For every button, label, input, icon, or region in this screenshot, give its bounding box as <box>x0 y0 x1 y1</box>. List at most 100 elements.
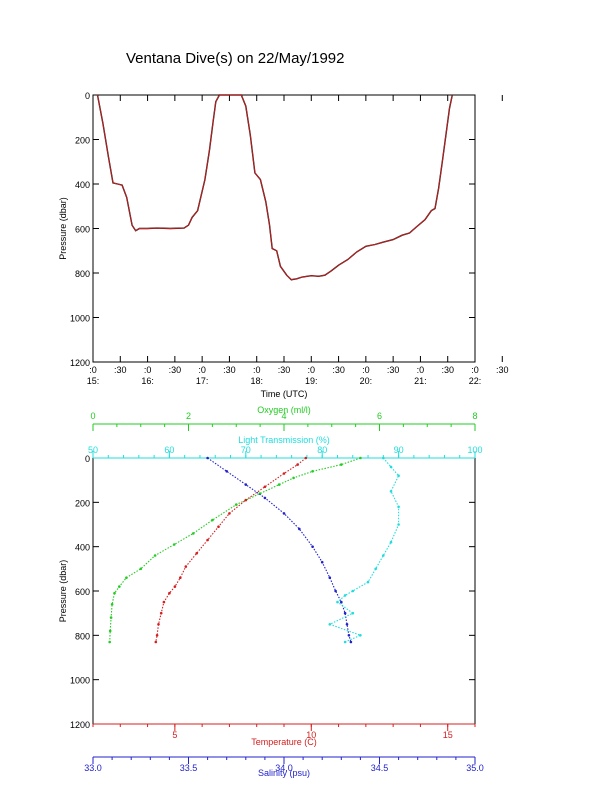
salinity-point <box>263 496 267 500</box>
salinity-axis-tick-label: 34.5 <box>371 763 389 773</box>
temperature-point <box>244 498 248 502</box>
oxygen-point <box>153 554 157 557</box>
transmission-point <box>389 490 393 493</box>
y-tick-label: 0 <box>85 454 90 464</box>
transmission-point <box>397 523 400 526</box>
oxygen-point <box>211 518 214 522</box>
salinity-point <box>334 589 337 593</box>
x-tick-label: :0 <box>89 365 97 375</box>
salinity-axis-tick-label: 34.0 <box>275 763 293 773</box>
oxygen-axis-tick-label: 4 <box>281 411 286 421</box>
x-hour-label: 15: <box>87 376 100 386</box>
y-axis-label: Pressure (dbar) <box>58 197 68 260</box>
oxygen-point <box>118 585 121 588</box>
x-hour-label: 18: <box>250 376 263 386</box>
transmission-axis-tick-label: 80 <box>317 445 327 455</box>
transmission-point <box>328 623 332 626</box>
y-tick-label: 1200 <box>70 358 90 368</box>
transmission-point <box>389 540 393 544</box>
temperature-point <box>195 552 198 555</box>
temperature-point <box>304 456 308 460</box>
dive-timeseries-chart: 020040060080010001200:0:30:0:30:0:30:0:3… <box>58 91 509 399</box>
transmission-point <box>389 465 393 469</box>
transmission-profile-line <box>328 457 400 643</box>
salinity-axis-tick-label: 33.0 <box>84 763 102 773</box>
x-tick-label: :30 <box>496 365 509 375</box>
temperature-point <box>159 611 163 615</box>
transmission-point <box>359 634 362 637</box>
temperature-axis-title: Temperature (C) <box>251 737 317 747</box>
x-hour-label: 19: <box>305 376 318 386</box>
y-tick-label: 200 <box>75 498 90 508</box>
x-tick-label: :0 <box>253 365 261 375</box>
transmission-point <box>382 554 385 557</box>
oxygen-point <box>292 476 295 480</box>
transmission-point <box>374 567 378 571</box>
x-tick-label: :0 <box>362 365 370 375</box>
dive-line <box>97 94 453 281</box>
oxygen-point <box>125 576 128 579</box>
oxygen-point <box>110 603 114 606</box>
x-tick-label: :30 <box>114 365 127 375</box>
oxygen-axis-tick-label: 0 <box>90 411 95 421</box>
transmission-axis-tick-label: 50 <box>88 445 98 455</box>
transmission-point <box>343 594 347 597</box>
x-hour-label: 22: <box>469 376 482 386</box>
temperature-point <box>168 591 171 595</box>
transmission-point <box>336 600 339 604</box>
oxygen-point <box>172 543 176 546</box>
salinity-point <box>282 512 286 515</box>
temperature-point <box>173 585 177 588</box>
y-axis-label: Pressure (dbar) <box>58 560 68 623</box>
temperature-point <box>228 512 231 515</box>
y-tick-label: 200 <box>75 136 90 146</box>
temperature-point <box>184 565 188 568</box>
salinity-point <box>320 560 324 564</box>
salinity-axis-title: Salinity (psu) <box>258 768 310 778</box>
salinity-point <box>244 483 248 486</box>
temperature-point <box>179 576 182 579</box>
x-axis-label: Time (UTC) <box>261 389 308 399</box>
x-tick-label: :0 <box>471 365 479 375</box>
oxygen-point <box>359 456 362 460</box>
transmission-point <box>366 580 370 584</box>
oxygen-axis-tick-label: 8 <box>472 411 477 421</box>
transmission-point <box>397 474 400 478</box>
salinity-point <box>343 611 347 615</box>
y-tick-label: 600 <box>75 587 90 597</box>
x-hour-label: 17: <box>196 376 209 386</box>
oxygen-point <box>340 463 343 466</box>
oxygen-profile-line <box>109 457 361 643</box>
y-tick-label: 1000 <box>70 676 90 686</box>
temperature-point <box>296 463 299 466</box>
plot-frame <box>92 457 476 725</box>
temperature-point <box>263 485 267 489</box>
salinity-point <box>349 640 353 644</box>
x-tick-label: :30 <box>223 365 236 375</box>
temperature-point <box>206 538 209 542</box>
x-tick-label: :0 <box>308 365 316 375</box>
temperature-point <box>157 623 160 626</box>
y-tick-label: 0 <box>85 91 90 101</box>
profile-chart: 0 200 400 600 800 1000 1200 Pressure (dbar) 0 2 4 6… <box>58 405 484 778</box>
y-tick-label: 800 <box>75 269 90 279</box>
transmission-point <box>343 640 347 644</box>
temperature-point <box>162 600 166 604</box>
salinity-point <box>345 623 349 626</box>
temperature-axis-tick-label: 10 <box>306 730 316 740</box>
x-tick-label: :30 <box>332 365 345 375</box>
x-tick-label: :0 <box>144 365 152 375</box>
x-tick-label: :0 <box>198 365 206 375</box>
dive-line-shadow <box>96 94 453 281</box>
salinity-axis-tick-label: 35.0 <box>466 763 484 773</box>
temperature-point <box>282 472 286 475</box>
oxygen-point <box>109 616 113 619</box>
x-tick-label: :30 <box>387 365 400 375</box>
transmission-point <box>351 611 355 615</box>
salinity-point <box>311 545 314 548</box>
transmission-axis-title: Light Transmission (%) <box>238 435 330 445</box>
oxygen-point <box>139 567 143 571</box>
salinity-point <box>340 600 343 604</box>
oxygen-axis-tick-label: 2 <box>186 411 191 421</box>
